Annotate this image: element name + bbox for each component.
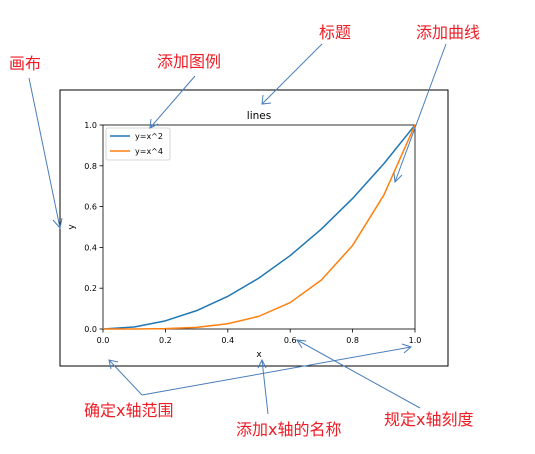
- annotation-title: 标题: [319, 23, 352, 42]
- annotation-xticks: 规定x轴刻度: [384, 410, 474, 429]
- x-tick-label: 1.0: [409, 336, 422, 345]
- annotation-xname: 添加x轴的名称: [236, 420, 342, 439]
- y-tick-label: 0.2: [84, 284, 97, 293]
- arrow-title-head: [261, 94, 272, 105]
- x-axis-label: x: [256, 350, 262, 360]
- legend-label-0: y=x^2: [135, 132, 163, 141]
- series-line-0: [102, 124, 416, 330]
- y-tick-label: 0.0: [84, 325, 97, 334]
- annotation-arrows: [28, 43, 447, 415]
- arrow-legend-head: [149, 118, 159, 129]
- arrow-canvas-head: [52, 217, 63, 230]
- x-tick-label: 0.0: [97, 336, 110, 345]
- y-tick-label: 0.6: [84, 203, 97, 212]
- annotation-canvas: 画布: [9, 54, 42, 73]
- arrow-curve-head: [393, 172, 403, 184]
- arrow-canvas: [28, 77, 61, 229]
- arrow-xticks-head: [296, 339, 307, 349]
- legend-label-1: y=x^4: [135, 147, 163, 156]
- y-tick-label: 0.8: [84, 162, 97, 171]
- arrow-xname: [261, 359, 269, 415]
- arrow-legend: [149, 75, 196, 129]
- x-tick-label: 0.8: [346, 336, 359, 345]
- y-tick-label: 1.0: [84, 121, 97, 130]
- arrow-curve: [394, 43, 447, 183]
- y-axis-label: y: [67, 224, 77, 230]
- series-line-1: [102, 124, 416, 330]
- x-axis-ticks: 0.0 0.2 0.4 0.6 0.8 1.0: [97, 329, 422, 345]
- y-tick-label: 0.4: [84, 243, 97, 252]
- annotation-curve: 添加曲线: [416, 23, 481, 42]
- legend: y=x^2 y=x^4: [105, 127, 171, 161]
- arrow-xrange: [108, 359, 143, 396]
- arrow-xticks: [296, 339, 421, 409]
- arrow-xrange-head: [108, 359, 119, 370]
- arrow-xrange-2-head: [401, 343, 412, 354]
- series-layer: [102, 124, 416, 330]
- arrow-xrange-2: [141, 346, 412, 396]
- arrow-xname-head: [257, 358, 267, 369]
- x-tick-label: 0.2: [159, 336, 172, 345]
- annotation-legend: 添加图例: [157, 52, 222, 71]
- x-tick-label: 0.6: [284, 336, 297, 345]
- x-tick-label: 0.4: [221, 336, 234, 345]
- chart-title: lines: [247, 110, 271, 122]
- arrow-title: [261, 43, 323, 105]
- annotation-xrange: 确定x轴范围: [84, 401, 174, 420]
- y-axis-ticks: 0.0 0.2 0.4 0.6 0.8 1.0: [84, 121, 103, 334]
